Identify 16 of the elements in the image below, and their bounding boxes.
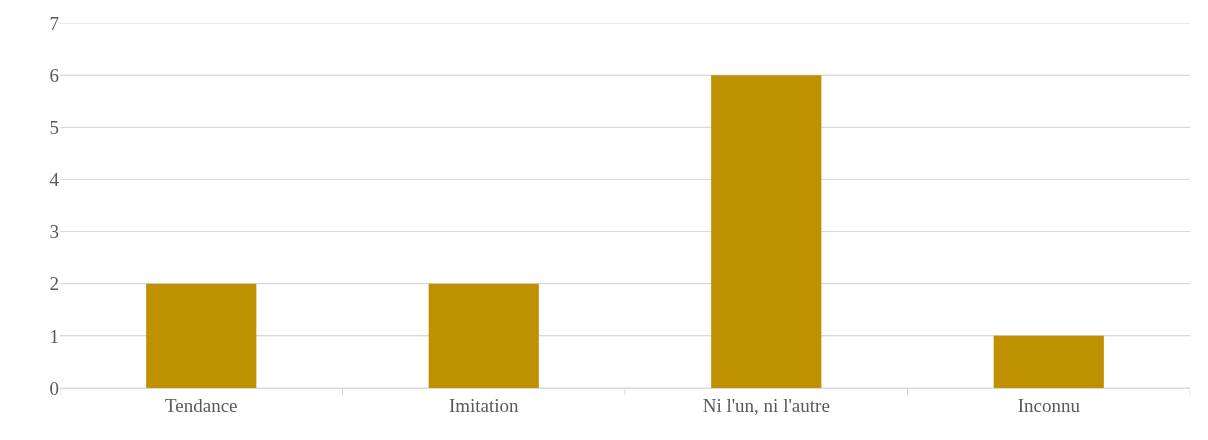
y-tick-label: 6 bbox=[49, 64, 59, 86]
y-tick-label: 1 bbox=[49, 325, 59, 347]
x-tick-label: Imitation bbox=[448, 394, 520, 416]
bar bbox=[146, 283, 257, 388]
bar bbox=[711, 75, 822, 388]
x-tick-label: Ni l'un, ni l'autre bbox=[702, 394, 830, 416]
y-tick-label: 2 bbox=[49, 273, 59, 295]
y-tick-label: 3 bbox=[49, 221, 59, 243]
y-tick-label: 4 bbox=[49, 169, 60, 191]
x-tick-label: Inconnu bbox=[1017, 394, 1081, 416]
y-tick-label: 7 bbox=[49, 12, 59, 34]
y-tick-label: 5 bbox=[49, 116, 59, 138]
bar bbox=[993, 335, 1104, 388]
x-tick-label: Tendance bbox=[164, 394, 238, 416]
bar bbox=[428, 283, 539, 388]
y-tick-label: 0 bbox=[49, 377, 59, 399]
